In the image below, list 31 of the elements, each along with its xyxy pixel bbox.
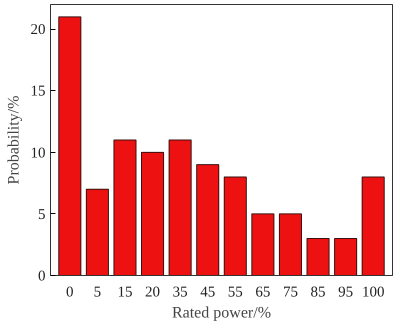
y-tick-label: 0 bbox=[38, 268, 46, 284]
bar bbox=[306, 238, 330, 276]
bar bbox=[278, 213, 302, 276]
bar bbox=[362, 176, 385, 276]
bar bbox=[113, 140, 136, 276]
y-tick-label: 20 bbox=[30, 22, 46, 38]
y-tick-label: 10 bbox=[30, 145, 46, 162]
bar bbox=[168, 140, 192, 276]
bar bbox=[58, 16, 82, 276]
x-tick-label: 95 bbox=[338, 284, 354, 300]
x-axis-title: Rated power/% bbox=[172, 304, 272, 322]
x-tick-label: 75 bbox=[282, 284, 298, 300]
x-tick-label: 55 bbox=[228, 284, 243, 300]
x-tick-label: 45 bbox=[200, 284, 216, 300]
x-tick-label: 5 bbox=[94, 284, 102, 300]
y-tick-label: 5 bbox=[38, 206, 46, 223]
x-tick-label: 100 bbox=[362, 284, 384, 300]
y-tick-label: 15 bbox=[30, 84, 46, 100]
bar bbox=[334, 238, 358, 276]
x-tick-label: 20 bbox=[145, 284, 160, 300]
x-tick-label: 85 bbox=[310, 284, 326, 300]
bar bbox=[86, 188, 109, 276]
bar bbox=[196, 164, 220, 276]
y-axis-title: Probability/% bbox=[6, 96, 22, 184]
x-tick-label: 0 bbox=[66, 284, 74, 300]
bar bbox=[141, 152, 164, 276]
x-tick-label: 15 bbox=[117, 284, 132, 300]
x-tick-label: 35 bbox=[172, 284, 188, 300]
x-tick-label: 65 bbox=[255, 284, 270, 300]
bar bbox=[224, 176, 247, 276]
bar bbox=[251, 213, 274, 276]
